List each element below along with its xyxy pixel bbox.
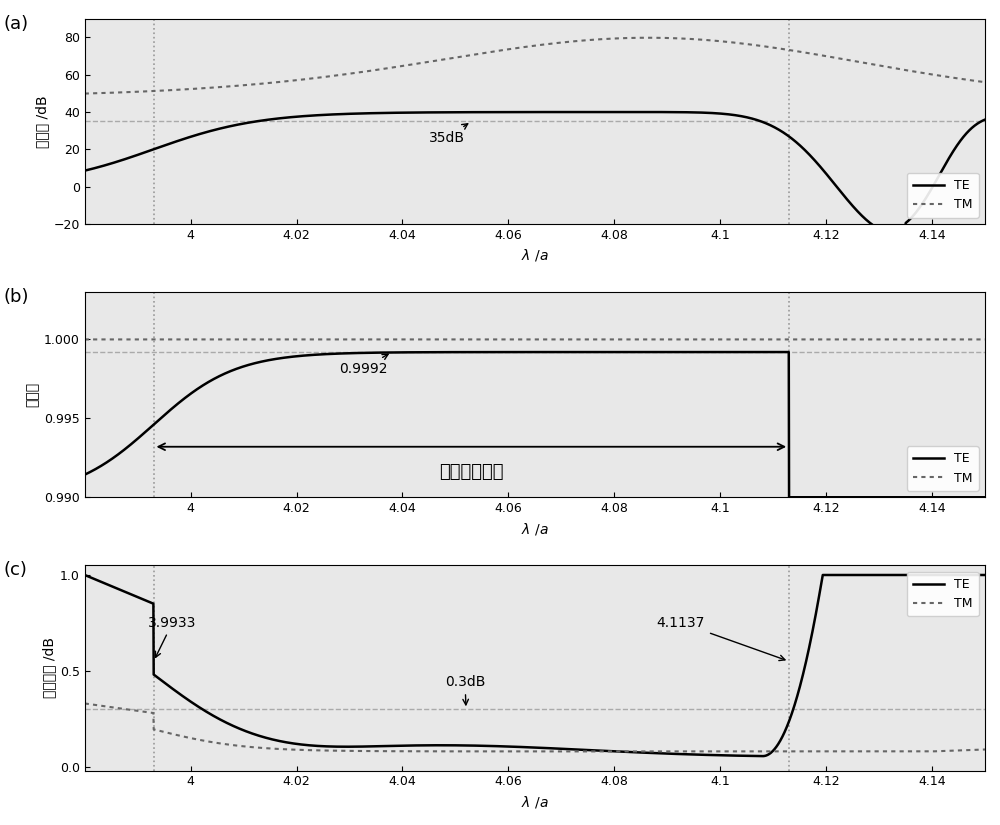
TM [468, 50, 480, 59]
TE [889, 229, 901, 238]
TM [468, 747, 480, 757]
TM [183, 84, 195, 94]
X-axis label: $\lambda\ /a$: $\lambda\ /a$ [521, 248, 549, 263]
TE [79, 469, 91, 479]
TE [428, 740, 440, 750]
TE [874, 570, 886, 580]
Line: TE: TE [85, 575, 996, 757]
TE [79, 166, 91, 176]
TE [817, 570, 829, 580]
TM [237, 742, 249, 752]
TE [874, 224, 886, 234]
TM [874, 747, 886, 757]
TE [468, 107, 480, 117]
TE [79, 570, 91, 580]
Text: 0.3dB: 0.3dB [445, 675, 485, 705]
TE [428, 107, 440, 117]
TM [237, 80, 249, 90]
TM [428, 56, 440, 66]
Y-axis label: 消光比 /dB: 消光比 /dB [35, 95, 49, 148]
TE [183, 390, 195, 400]
TM [237, 334, 249, 344]
TM [874, 334, 886, 344]
Legend: TE, TM: TE, TM [906, 446, 979, 491]
TM [642, 33, 654, 43]
TE [874, 493, 886, 502]
Text: 4.1137: 4.1137 [657, 615, 785, 661]
TE [237, 119, 249, 129]
TE [237, 361, 249, 371]
TM [926, 747, 938, 757]
TE [183, 133, 195, 143]
TE [972, 118, 984, 128]
TM [183, 733, 195, 742]
Line: TE: TE [85, 352, 996, 497]
TE [783, 347, 795, 357]
TE [972, 493, 984, 502]
Line: TM: TM [85, 704, 996, 752]
TE [615, 107, 627, 117]
X-axis label: $\lambda\ /a$: $\lambda\ /a$ [521, 521, 549, 537]
Line: TE: TE [85, 112, 996, 233]
TE [428, 347, 440, 357]
TM [79, 88, 91, 98]
TM [972, 76, 984, 86]
TM [990, 78, 1000, 88]
TM [972, 334, 984, 344]
TM [428, 747, 440, 757]
TM [990, 334, 1000, 344]
Legend: TE, TM: TE, TM [906, 572, 979, 616]
TE [183, 695, 195, 705]
TM [972, 745, 984, 755]
TE [990, 112, 1000, 122]
TM [428, 334, 440, 344]
TM [79, 334, 91, 344]
Text: (a): (a) [4, 15, 29, 33]
TE [972, 570, 984, 580]
TE [468, 741, 480, 751]
TM [183, 334, 195, 344]
TM [468, 334, 480, 344]
TE [990, 570, 1000, 580]
TE [783, 493, 795, 502]
Text: (b): (b) [4, 288, 29, 306]
TM [79, 699, 91, 709]
Line: TM: TM [85, 38, 996, 93]
TE [990, 493, 1000, 502]
X-axis label: $\lambda\ /a$: $\lambda\ /a$ [521, 794, 549, 810]
TE [468, 347, 480, 357]
Text: 35dB: 35dB [429, 124, 468, 145]
Text: 3.9933: 3.9933 [148, 615, 197, 658]
TE [237, 725, 249, 735]
TE [757, 752, 769, 761]
Y-axis label: 插入据耗 /dB: 插入据耗 /dB [42, 638, 56, 699]
Text: 稳定工作频段: 稳定工作频段 [439, 463, 504, 480]
Y-axis label: 偏振度: 偏振度 [26, 382, 40, 408]
TM [990, 744, 1000, 754]
TM [874, 61, 886, 71]
Legend: TE, TM: TE, TM [906, 173, 979, 218]
Text: (c): (c) [4, 561, 28, 579]
Text: 0.9992: 0.9992 [339, 354, 388, 375]
